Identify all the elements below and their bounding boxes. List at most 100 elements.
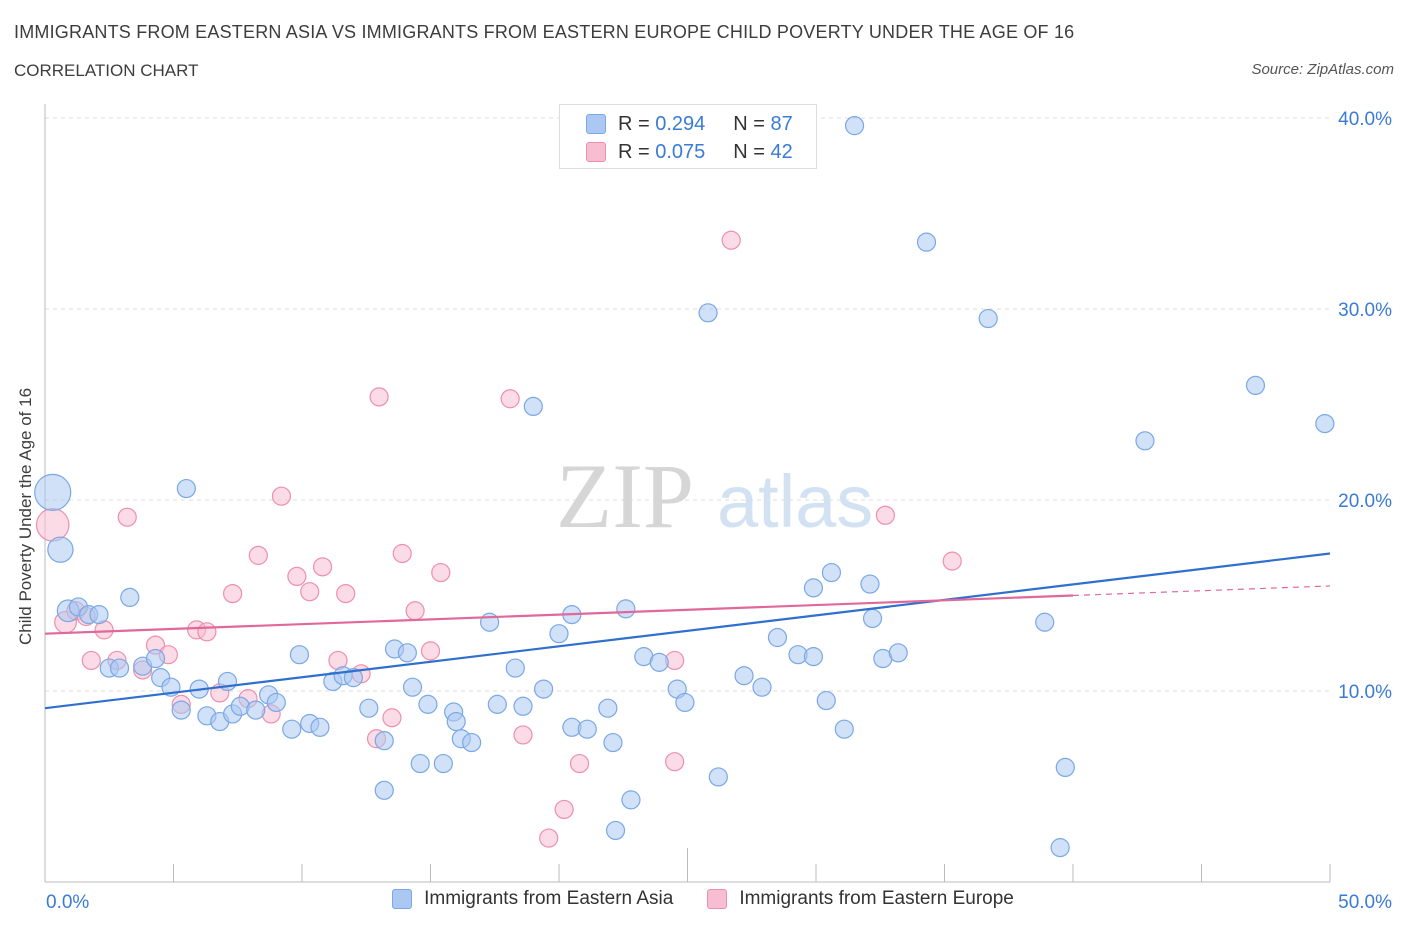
- point-eastern-europe: [117, 507, 137, 527]
- legend-swatch-pink: [707, 889, 728, 909]
- point-eastern-asia: [698, 303, 718, 323]
- point-eastern-asia: [649, 652, 669, 672]
- tick-labels: 10.0% 20.0% 30.0% 40.0% 0.0% 50.0%: [46, 109, 1392, 913]
- point-eastern-europe: [35, 508, 70, 542]
- point-eastern-europe: [942, 551, 962, 571]
- point-eastern-asia: [752, 677, 772, 697]
- point-eastern-asia: [1135, 431, 1155, 451]
- legend-label: Immigrants from Eastern Europe: [739, 888, 1014, 909]
- point-eastern-asia: [89, 604, 109, 625]
- point-eastern-asia: [533, 679, 554, 699]
- point-eastern-europe: [312, 557, 333, 577]
- point-eastern-europe: [431, 562, 451, 583]
- point-eastern-asia: [266, 692, 286, 713]
- legend-item-eastern-europe[interactable]: Immigrants from Eastern Europe: [707, 888, 1014, 910]
- point-eastern-europe: [382, 708, 402, 728]
- point-eastern-asia: [1245, 375, 1266, 395]
- point-eastern-asia: [577, 719, 597, 739]
- point-eastern-asia: [888, 643, 908, 663]
- point-eastern-asia: [803, 578, 824, 598]
- legend-swatch-pink: [586, 142, 606, 162]
- point-eastern-asia: [487, 694, 507, 714]
- point-eastern-asia: [1050, 838, 1070, 858]
- y-tick-label: 20.0%: [1338, 491, 1392, 512]
- trendline-eastern-europe-extension: [1072, 585, 1331, 597]
- point-eastern-asia: [34, 473, 72, 511]
- trendlines: [44, 552, 1331, 710]
- chart-title: IMMIGRANTS FROM EASTERN ASIA VS IMMIGRAN…: [14, 22, 1075, 42]
- watermark: ZIP atlas: [556, 445, 873, 547]
- point-eastern-asia: [310, 717, 330, 737]
- point-eastern-asia: [598, 698, 618, 718]
- point-eastern-asia: [621, 790, 641, 810]
- legend-n-value: 87: [770, 112, 793, 135]
- chart-subtitle: CORRELATION CHART: [14, 61, 199, 80]
- point-eastern-asia: [374, 780, 394, 800]
- point-eastern-asia: [767, 627, 788, 648]
- point-eastern-europe: [539, 828, 559, 848]
- legend-row-eastern-asia: R = 0.294 N = 87: [586, 111, 793, 137]
- point-eastern-asia: [708, 767, 728, 787]
- trendline-eastern-europe: [44, 594, 1074, 635]
- point-eastern-europe: [271, 486, 292, 506]
- point-eastern-asia: [289, 645, 310, 665]
- point-eastern-europe: [665, 752, 685, 772]
- point-eastern-asia: [374, 731, 394, 751]
- point-eastern-asia: [246, 700, 266, 720]
- legend-label: Immigrants from Eastern Asia: [424, 888, 674, 909]
- point-eastern-europe: [223, 583, 243, 604]
- point-eastern-asia: [446, 711, 466, 732]
- legend-r-value: 0.075: [655, 140, 706, 163]
- point-eastern-asia: [120, 587, 140, 608]
- point-eastern-europe: [405, 601, 425, 621]
- point-eastern-europe: [287, 566, 307, 587]
- point-eastern-asia: [605, 820, 626, 841]
- point-eastern-asia: [844, 116, 865, 136]
- legend-r-label: R =: [618, 112, 650, 135]
- point-eastern-asia: [397, 643, 417, 663]
- point-eastern-asia: [343, 668, 363, 688]
- point-eastern-asia: [462, 732, 482, 753]
- correlation-legend: R = 0.294 N = 87 R = 0.075 N = 42: [559, 104, 817, 169]
- point-eastern-asia: [862, 608, 883, 629]
- point-eastern-asia: [616, 599, 636, 619]
- series-eastern-asia-points: [34, 116, 1335, 858]
- point-eastern-europe: [420, 641, 441, 661]
- point-eastern-europe: [392, 543, 412, 564]
- point-eastern-asia: [860, 574, 880, 594]
- point-eastern-asia: [1035, 612, 1055, 632]
- legend-item-eastern-asia[interactable]: Immigrants from Eastern Asia: [392, 888, 673, 910]
- watermark-zip: ZIP: [556, 445, 694, 547]
- point-eastern-asia: [109, 658, 130, 678]
- trendline-eastern-asia: [44, 552, 1331, 710]
- point-eastern-asia: [734, 666, 754, 686]
- watermark-atlas: atlas: [717, 460, 873, 543]
- point-eastern-asia: [410, 753, 430, 774]
- point-eastern-asia: [1055, 757, 1075, 778]
- point-eastern-asia: [176, 478, 196, 499]
- legend-n-value: 42: [770, 140, 793, 163]
- legend-swatch-blue: [586, 114, 606, 134]
- legend-n-label: N =: [733, 140, 765, 163]
- point-eastern-asia: [803, 647, 824, 667]
- point-eastern-asia: [282, 719, 302, 739]
- y-axis-label: Child Poverty Under the Age of 16: [16, 387, 35, 645]
- point-eastern-asia: [821, 562, 842, 583]
- point-eastern-europe: [875, 505, 895, 525]
- source-note: Source: ZipAtlas.com: [1251, 61, 1394, 78]
- point-eastern-asia: [513, 696, 533, 716]
- point-eastern-asia: [359, 698, 379, 718]
- point-eastern-asia: [418, 694, 438, 714]
- point-eastern-europe: [336, 583, 356, 604]
- point-eastern-asia: [433, 753, 453, 774]
- legend-swatch-blue: [392, 889, 413, 909]
- legend-r-value: 0.294: [655, 112, 706, 135]
- gridlines: [45, 117, 1330, 692]
- point-eastern-asia: [523, 396, 543, 417]
- point-eastern-asia: [1315, 414, 1335, 434]
- y-tick-label: 10.0%: [1338, 682, 1392, 703]
- x-tick-label: 50.0%: [1338, 892, 1392, 913]
- point-eastern-asia: [603, 732, 623, 753]
- point-eastern-asia: [402, 677, 423, 697]
